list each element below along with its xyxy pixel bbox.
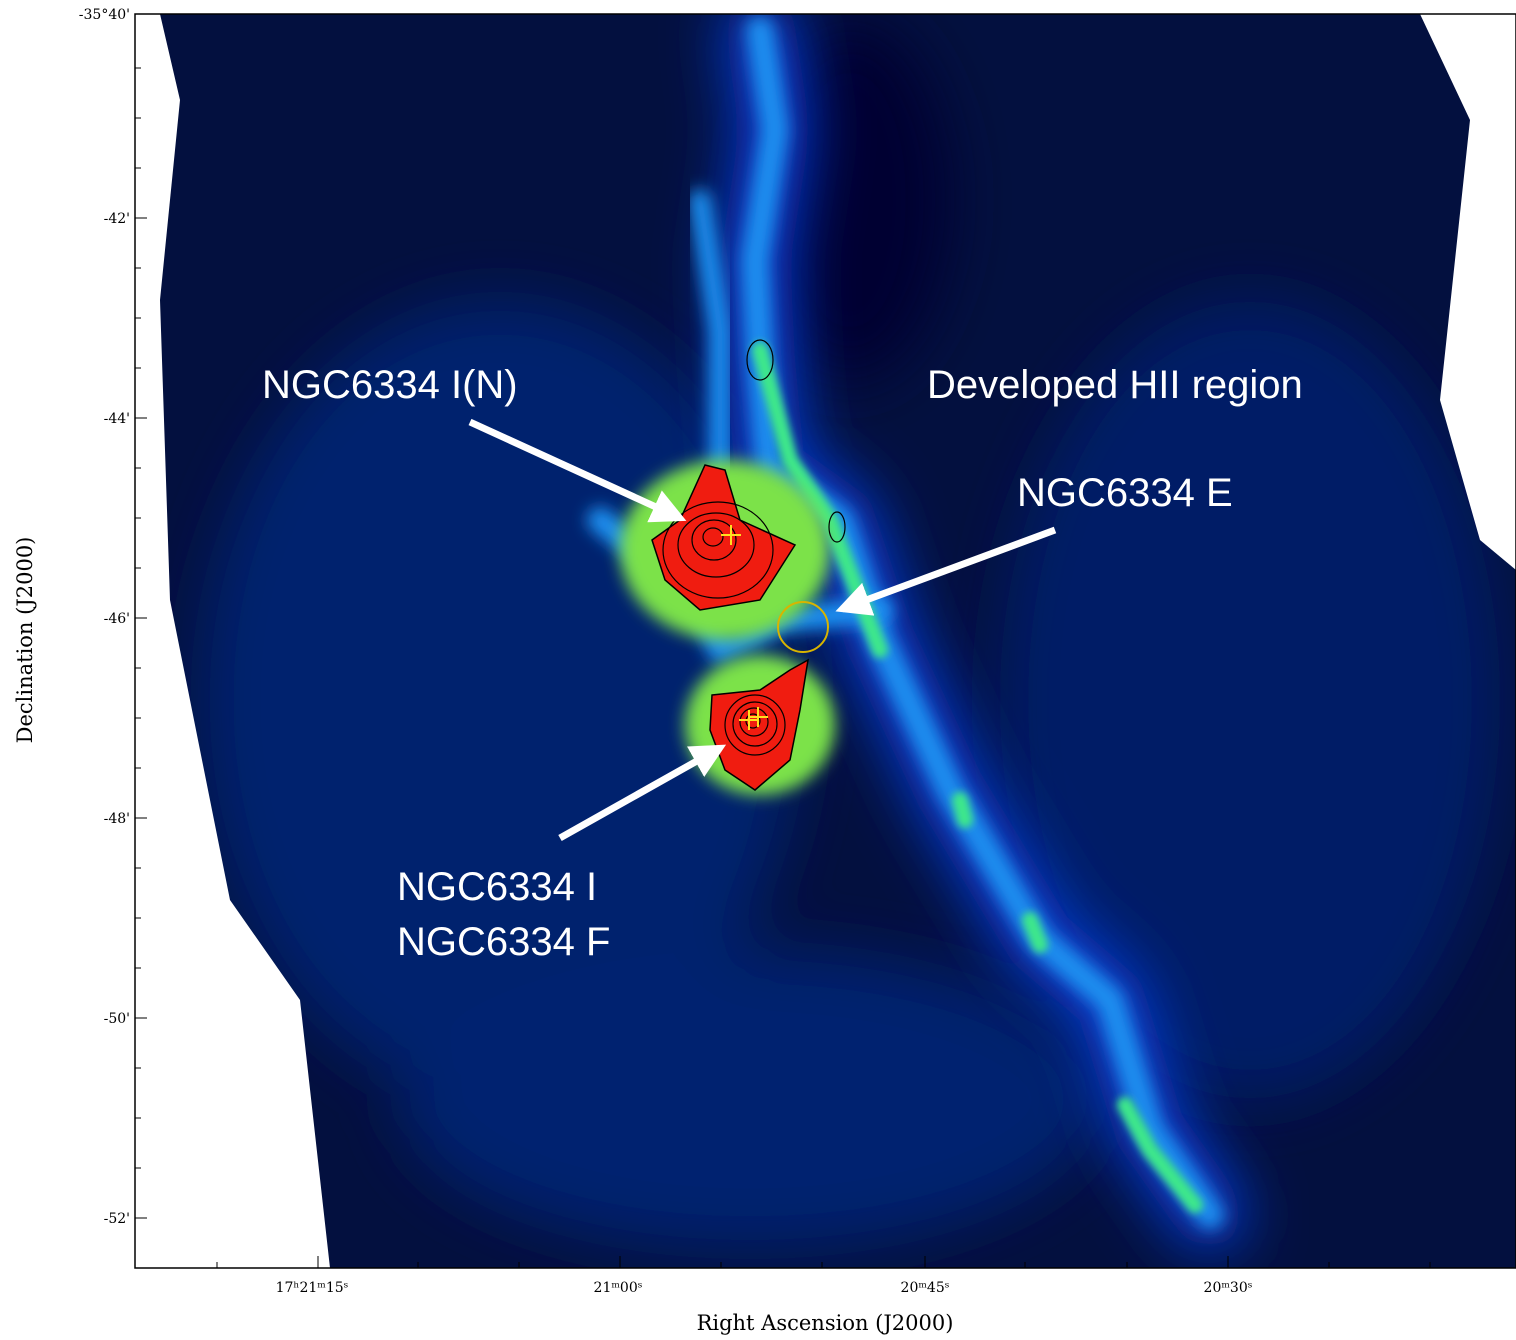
arrow: [835, 526, 1057, 616]
arrow: [468, 418, 687, 523]
y-tick-label: -35°40': [79, 7, 130, 23]
axis-ticks: [135, 13, 1431, 1268]
y-tick-labels: -35°40' -42' -44' -46' -48' -50' -52': [79, 7, 130, 1227]
y-axis-label: Declination (J2000): [13, 537, 37, 744]
map-image: [135, 14, 1516, 1268]
arrow: [558, 744, 727, 842]
plot-frame: [134, 13, 1516, 1269]
x-tick-label: 20ᵐ30ˢ: [1204, 1280, 1253, 1296]
annotation: NGC6334 I(N): [262, 363, 518, 407]
x-tick-label: 20ᵐ45ˢ: [901, 1280, 950, 1296]
y-tick-label: -50': [104, 1011, 130, 1027]
annotation: NGC6334 F: [397, 920, 610, 964]
arrows: [468, 418, 1057, 842]
y-tick-label: -44': [104, 411, 130, 427]
x-tick-labels: 17ʰ21ᵐ15ˢ 21ᵐ00ˢ 20ᵐ45ˢ 20ᵐ30ˢ: [276, 1280, 1253, 1296]
y-tick-label: -46': [104, 611, 130, 627]
annotation: NGC6334 E: [1017, 471, 1233, 515]
y-tick-label: -52': [104, 1211, 130, 1227]
y-tick-label: -48': [104, 811, 130, 827]
y-tick-label: -42': [104, 211, 130, 227]
x-tick-label: 17ʰ21ᵐ15ˢ: [276, 1280, 349, 1296]
x-tick-label: 21ᵐ00ˢ: [594, 1280, 643, 1296]
annotation: Developed HII region: [927, 363, 1303, 407]
x-axis-label: Right Ascension (J2000): [697, 1311, 954, 1335]
annotation: NGC6334 I: [397, 865, 597, 909]
